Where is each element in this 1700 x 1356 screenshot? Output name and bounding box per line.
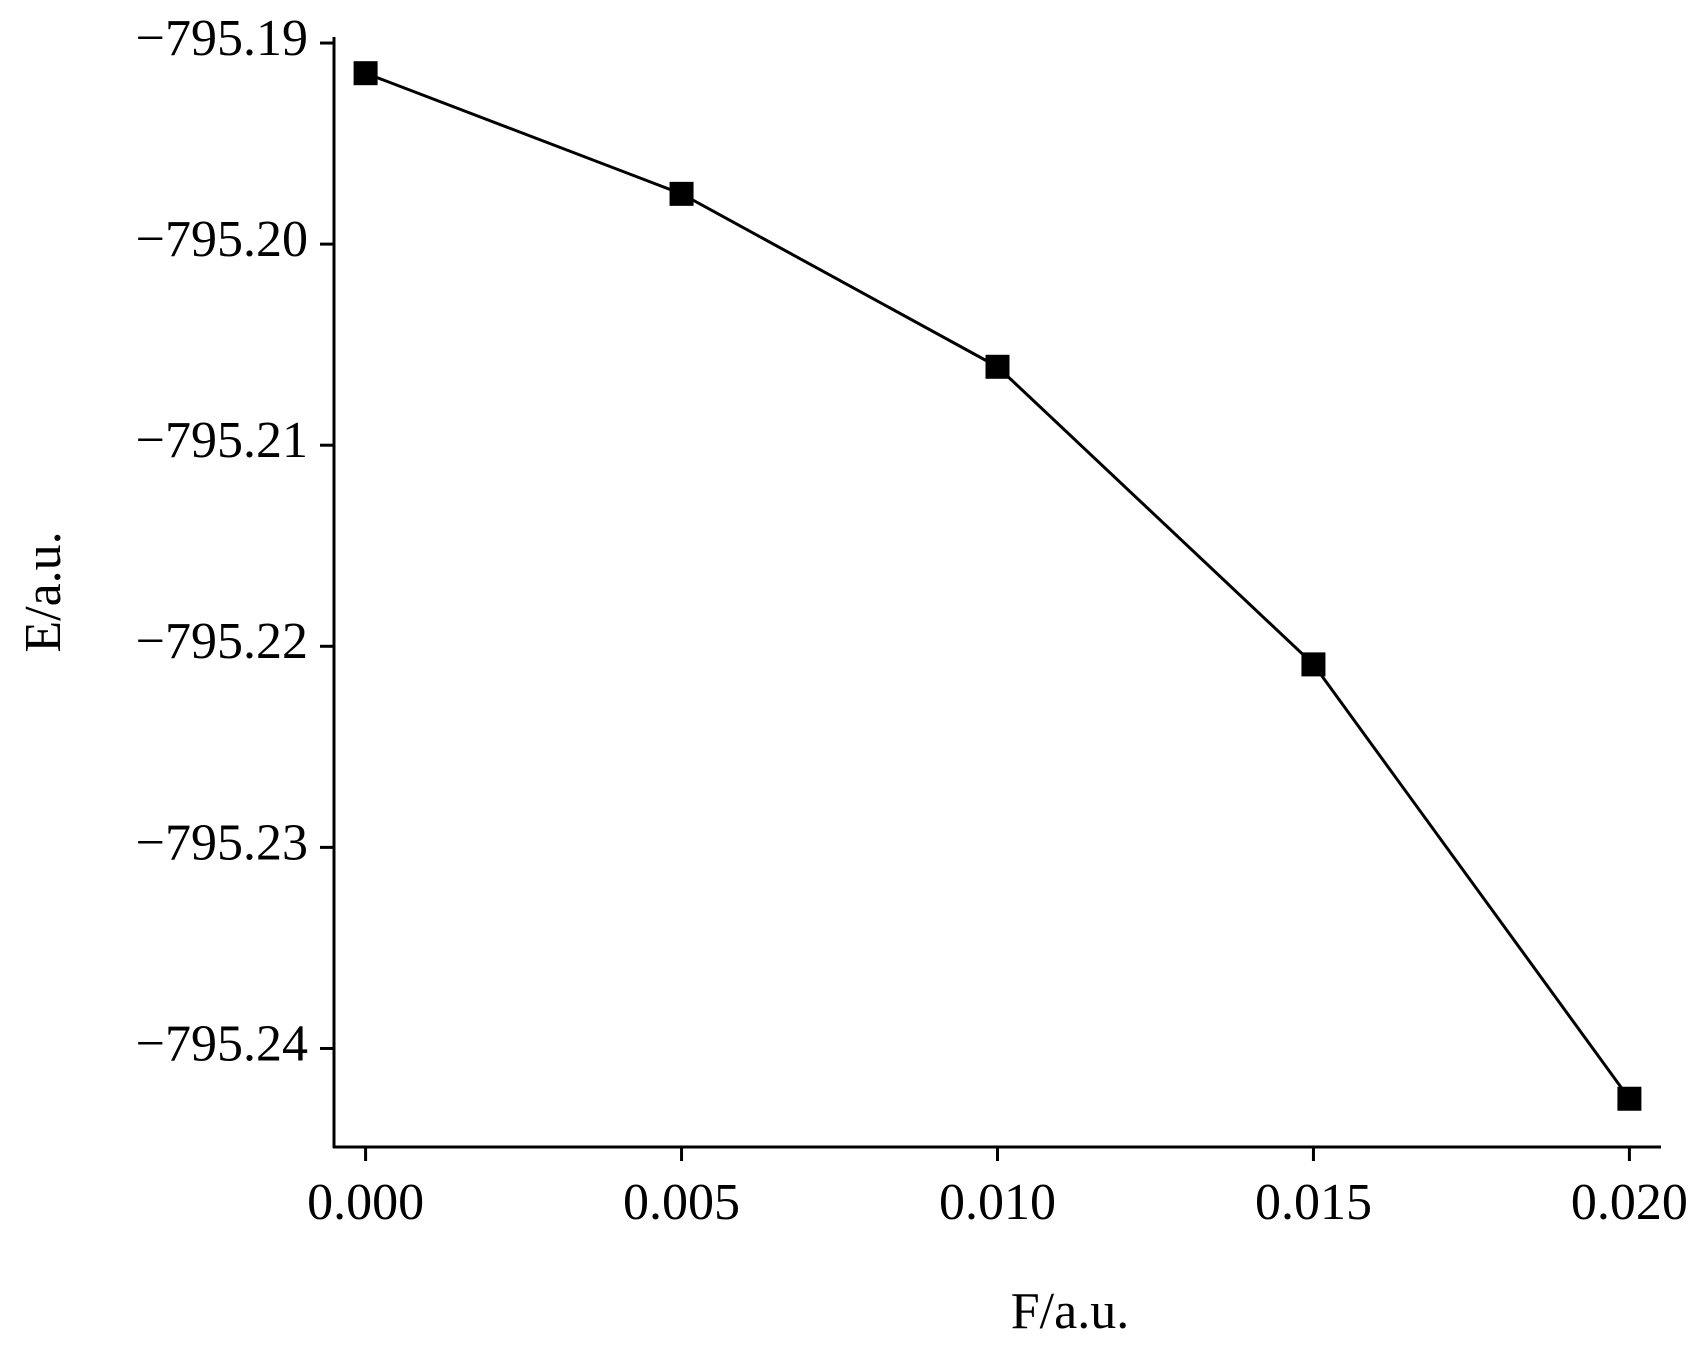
x-tick-label: 0.010 — [939, 1174, 1056, 1231]
x-tick-label: 0.015 — [1255, 1174, 1372, 1231]
x-axis-label: F/a.u. — [1011, 1283, 1129, 1340]
x-tick-label: 0.020 — [1571, 1174, 1688, 1231]
y-tick-label: −795.21 — [136, 412, 308, 469]
series-line — [365, 71, 1631, 1100]
x-tick-label: 0.005 — [623, 1174, 740, 1231]
y-tick-label: −795.20 — [136, 211, 308, 268]
y-tick-label: −795.22 — [136, 613, 308, 670]
y-axis-label: E/a.u. — [15, 531, 72, 652]
marker — [985, 354, 1010, 379]
y-tick-label: −795.23 — [136, 814, 308, 871]
marker — [353, 61, 378, 86]
y-tick-label: −795.24 — [136, 1015, 308, 1072]
marker — [1301, 652, 1326, 677]
x-tick-label: 0.000 — [307, 1174, 424, 1231]
marker — [669, 181, 694, 206]
y-tick-label: −795.19 — [136, 10, 308, 67]
marker — [1617, 1086, 1642, 1111]
